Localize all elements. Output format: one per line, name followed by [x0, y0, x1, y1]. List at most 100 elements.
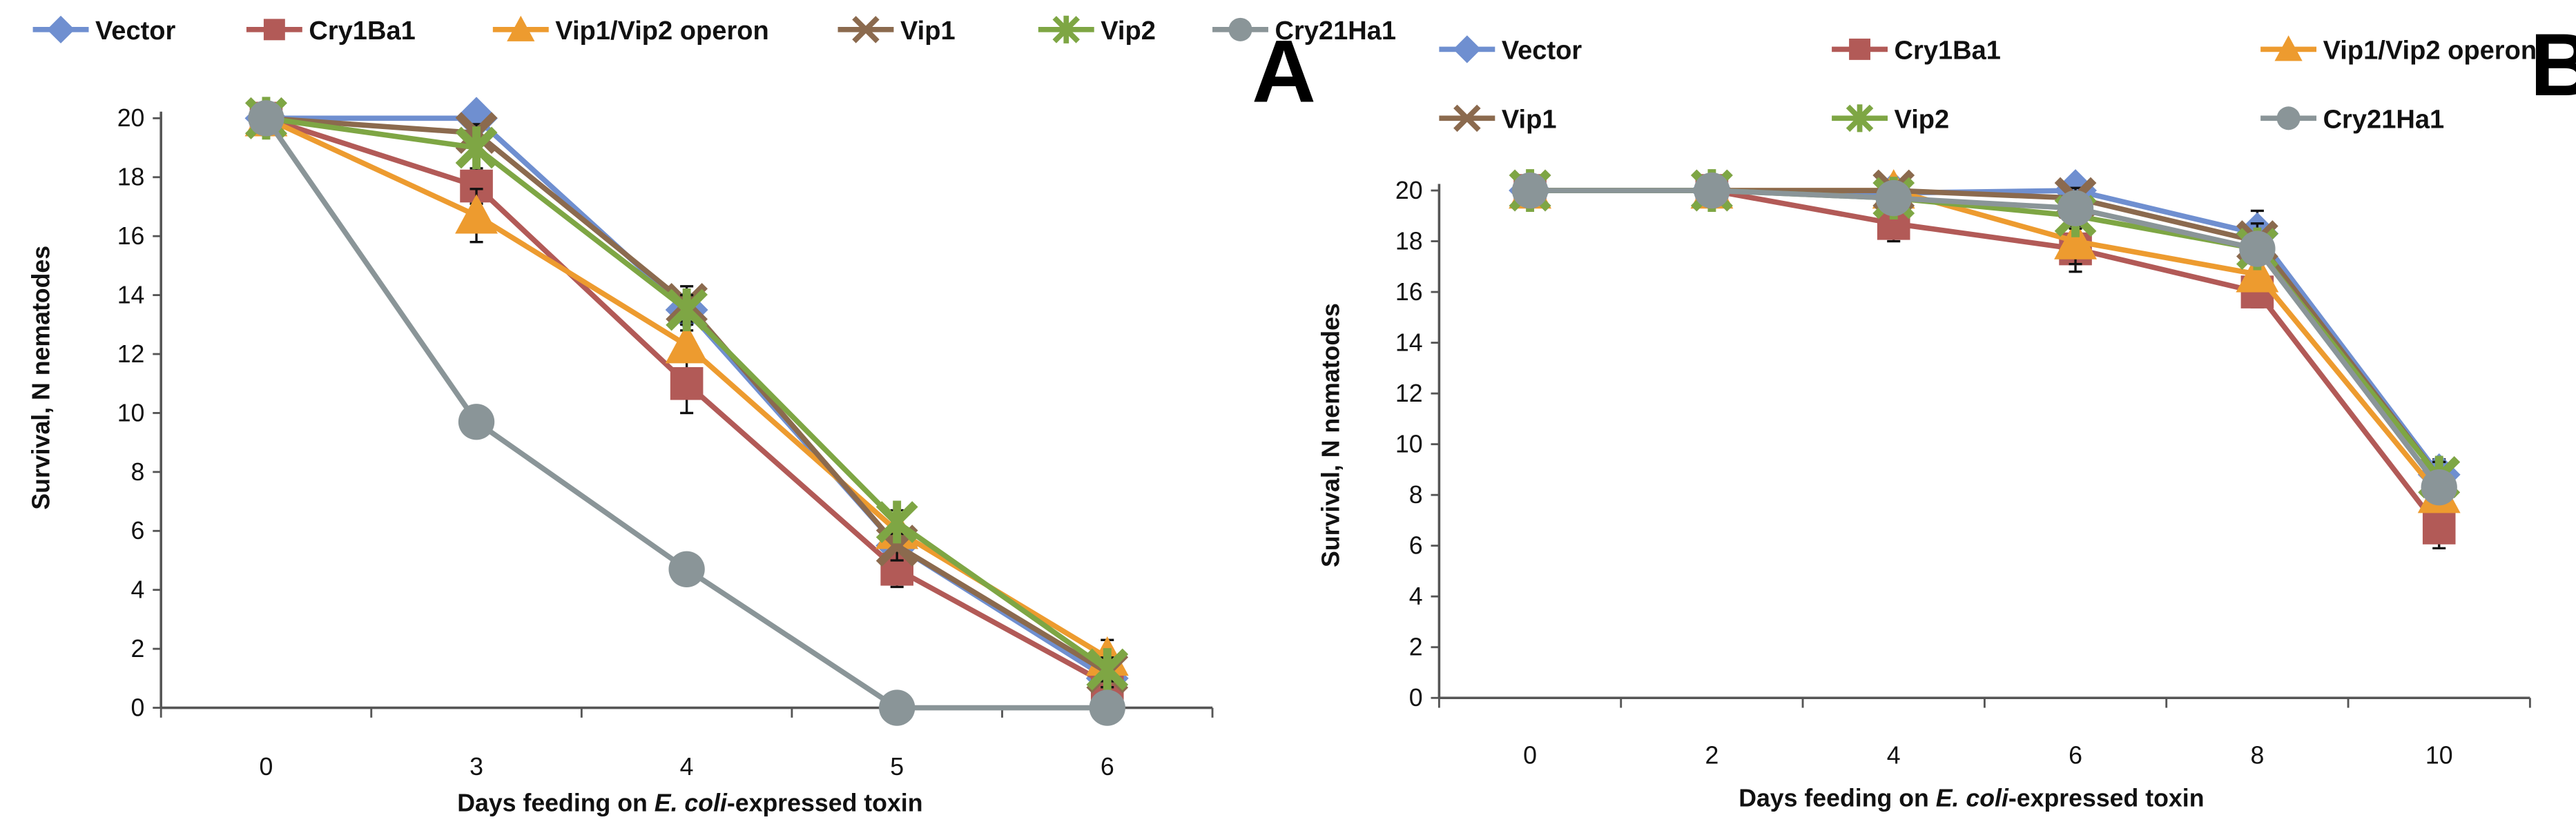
- series-cry1ba1: [1513, 174, 2456, 550]
- legend-item: Vip2: [1832, 104, 1950, 135]
- data-point: [455, 126, 498, 169]
- y-tick-label: 16: [1395, 278, 1423, 306]
- y-tick-label: 0: [1409, 684, 1423, 712]
- series-cry21ha1: [1511, 172, 2457, 506]
- y-tick-label: 10: [117, 399, 145, 427]
- legend-label: Cry1Ba1: [309, 17, 415, 46]
- legend-marker: [1228, 17, 1252, 41]
- legend-label: Vector: [95, 17, 176, 46]
- y-tick-label: 6: [131, 517, 145, 545]
- y-tick-label: 10: [1395, 431, 1423, 458]
- panel-letter: B: [2530, 16, 2576, 115]
- legend-item: Vip1/Vip2 operon: [492, 15, 769, 46]
- series-vip1: [1509, 169, 2461, 498]
- data-point: [1875, 179, 1912, 217]
- x-axis-label-part: Days feeding on: [457, 789, 655, 816]
- y-tick-label: 20: [117, 104, 145, 132]
- y-tick-label: 12: [1395, 380, 1423, 407]
- y-axis-label: Survival, N nematodes: [27, 246, 55, 510]
- y-tick-label: 8: [1409, 481, 1423, 509]
- x-axis-label-part: Days feeding on: [1739, 784, 1936, 812]
- legend-label: Cry1Ba1: [1895, 37, 2001, 66]
- series-line: [1530, 188, 2441, 479]
- legend-item: Cry1Ba1: [1832, 37, 2001, 66]
- data-point: [1511, 172, 1549, 209]
- legend-label: Vip2: [1895, 106, 1950, 135]
- legend-label: Vip1: [1502, 106, 1557, 135]
- legend-marker: [1052, 15, 1081, 43]
- panel-a: 0 2 4 6 8 10 12 14 16 18 20 0 3 4 5 6 Days feeding on E.…: [27, 15, 1396, 816]
- legend-marker: [507, 15, 535, 41]
- legend-item: Cry21Ha1: [1212, 17, 1396, 46]
- legend-marker: [852, 16, 880, 43]
- legend-marker: [2274, 35, 2303, 61]
- x-tick-label: 5: [890, 753, 904, 781]
- data-point: [1089, 689, 1125, 726]
- data-point: [2057, 190, 2094, 226]
- y-tick-label: 20: [1395, 177, 1423, 204]
- data-point: [248, 100, 284, 137]
- series-line: [1530, 188, 2441, 489]
- data-point: [670, 366, 704, 400]
- series-vip1-vip2-operon: [1509, 169, 2461, 513]
- y-tick-label: 2: [1409, 634, 1423, 661]
- legend-label: Cry21Ha1: [2323, 106, 2445, 135]
- legend-label: Vector: [1502, 37, 1582, 66]
- data-point: [1086, 648, 1129, 691]
- legend-marker: [2276, 106, 2301, 130]
- series-cry1ba1: [249, 101, 1124, 701]
- series-line: [1530, 188, 2441, 530]
- legend-marker: [1453, 104, 1481, 133]
- legend-item: Cry21Ha1: [2260, 106, 2444, 135]
- panel-b: 0 2 4 6 8 10 12 14 16 18 20 0 2 4 6 8 10 Days feeding on …: [1317, 16, 2576, 812]
- y-tick-label: 14: [117, 281, 145, 308]
- y-tick-label: 18: [1395, 227, 1423, 255]
- x-axis-label-part: E. coli: [1936, 784, 2009, 812]
- series-cry21ha1: [248, 100, 1125, 726]
- legend-item: Vector: [1439, 35, 1582, 66]
- data-point: [668, 551, 705, 587]
- panel-letter: A: [1252, 23, 1316, 121]
- data-point: [2422, 511, 2456, 545]
- x-tick-label: 2: [1705, 741, 1718, 769]
- y-tick-label: 0: [131, 694, 145, 721]
- y-axis-label: Survival, N nematodes: [1317, 303, 1344, 567]
- x-axis-label-part: -expressed toxin: [2008, 784, 2205, 812]
- data-point: [879, 689, 916, 726]
- y-tick-label: 18: [117, 164, 145, 191]
- x-axis-label-part: E. coli: [655, 789, 728, 816]
- data-point: [458, 404, 495, 440]
- x-tick-label: 6: [1101, 753, 1114, 781]
- legend-item: Vip2: [1038, 15, 1156, 46]
- legend-label: Cry21Ha1: [1275, 17, 1396, 46]
- legend-item: Vip1/Vip2 operon: [2260, 35, 2537, 66]
- x-axis-label-part: -expressed toxin: [727, 789, 923, 816]
- y-tick-label: 2: [131, 635, 145, 663]
- data-point: [875, 500, 918, 544]
- y-tick-label: 6: [1409, 532, 1423, 560]
- data-point: [2421, 469, 2457, 506]
- data-point: [2054, 219, 2097, 259]
- x-tick-label: 0: [1523, 741, 1537, 769]
- x-tick-label: 4: [1887, 741, 1901, 769]
- legend-item: Vip1: [837, 16, 956, 46]
- legend-label: Vip1/Vip2 operon: [555, 17, 769, 46]
- x-tick-label: 8: [2250, 741, 2264, 769]
- x-tick-label: 4: [680, 753, 694, 781]
- x-tick-label: 3: [469, 753, 483, 781]
- legend-marker: [46, 15, 75, 43]
- legend-marker: [1453, 35, 1481, 63]
- data-point: [1694, 172, 1730, 209]
- data-point: [665, 324, 708, 364]
- legend-item: Cry1Ba1: [246, 17, 416, 46]
- y-tick-label: 8: [131, 458, 145, 486]
- legend-label: Vip1: [900, 17, 956, 46]
- x-axis-label: Days feeding on E. coli-expressed toxin: [457, 789, 922, 816]
- x-axis-label: Days feeding on E. coli-expressed toxin: [1739, 784, 2204, 812]
- x-tick-label: 10: [2425, 741, 2453, 769]
- x-tick-label: 6: [2069, 741, 2082, 769]
- legend-label: Vip1/Vip2 operon: [2323, 37, 2537, 66]
- x-tick-label: 0: [260, 753, 273, 781]
- y-tick-label: 16: [117, 222, 145, 250]
